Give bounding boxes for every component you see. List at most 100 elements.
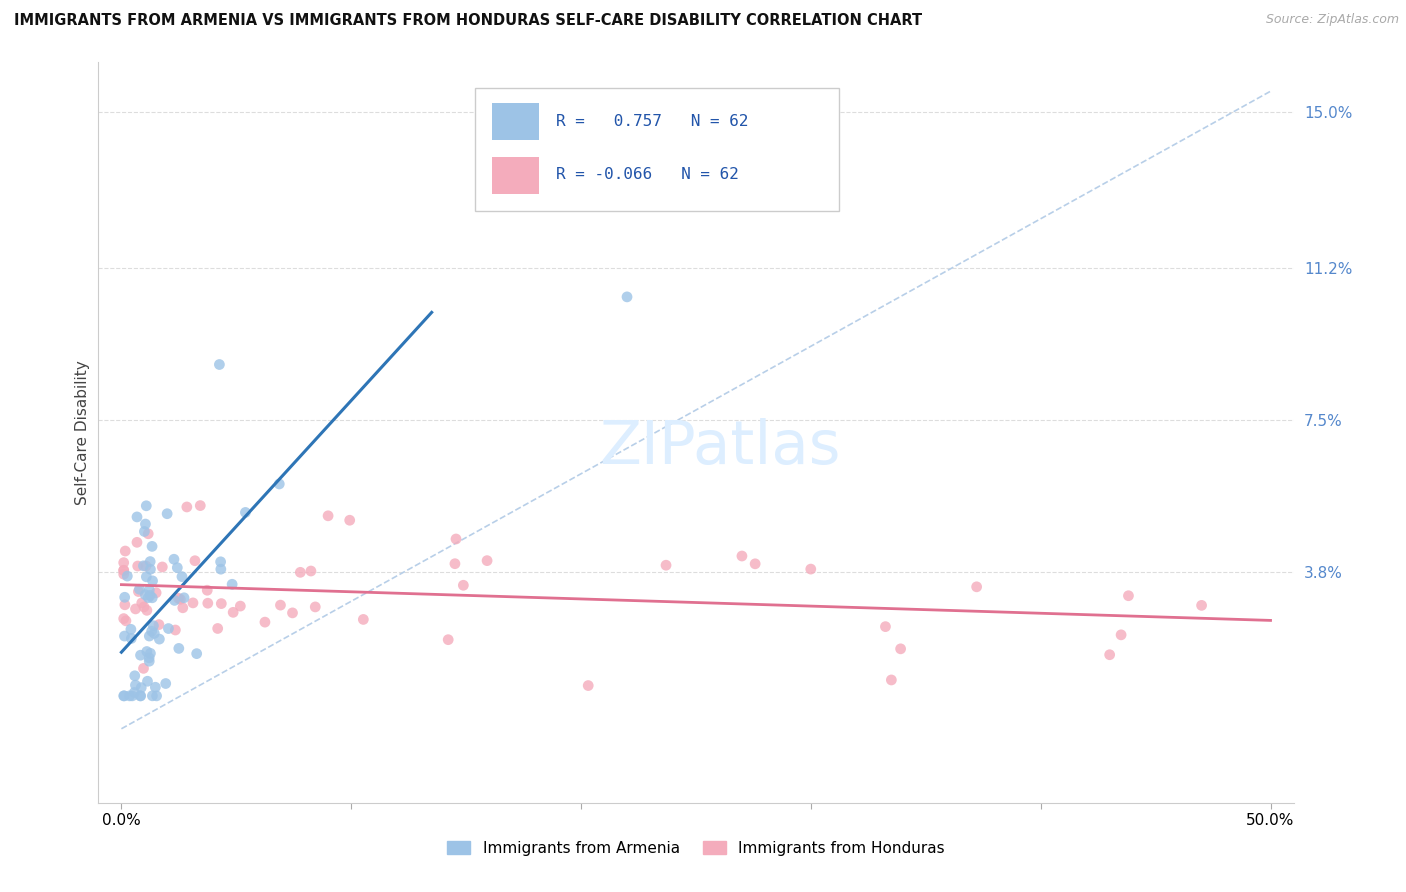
Point [136,674,159,689]
Point [139,589,162,603]
Point [1118,589,1140,603]
Point [184,554,207,568]
Point [112,612,135,626]
Point [135,499,157,513]
Point [129,681,152,695]
Point [131,596,153,610]
Text: R =   0.757   N = 62: R = 0.757 N = 62 [557,114,748,129]
Point [135,570,157,584]
Text: IMMIGRANTS FROM ARMENIA VS IMMIGRANTS FROM HONDURAS SELF-CARE DISABILITY CORRELA: IMMIGRANTS FROM ARMENIA VS IMMIGRANTS FR… [14,13,922,29]
Point [120,623,142,637]
Point [141,574,163,588]
Legend: Immigrants from Armenia, Immigrants from Honduras: Immigrants from Armenia, Immigrants from… [441,835,950,862]
Point [156,507,179,521]
Point [197,596,219,610]
Point [112,556,135,570]
Point [129,689,152,703]
Point [135,559,157,574]
Point [129,648,152,663]
Point [209,555,232,569]
Point [800,562,823,576]
Point [170,569,193,583]
Point [316,508,339,523]
Point [139,562,162,576]
Point [148,617,170,632]
Point [124,685,146,699]
Point [444,532,467,546]
Point [148,632,170,646]
Point [221,577,243,591]
FancyBboxPatch shape [492,157,540,194]
Point [235,505,257,519]
Point [165,623,187,637]
Point [167,591,190,606]
Point [173,591,195,605]
Point [127,559,149,574]
Point [222,605,245,619]
Point [188,499,211,513]
Point [207,622,229,636]
Point [880,673,903,687]
Point [141,624,163,639]
Point [209,562,232,576]
Point [453,578,475,592]
Point [132,599,155,614]
Point [269,477,291,491]
Point [269,598,291,612]
Point [129,689,152,703]
Point [112,563,135,577]
Point [475,554,498,568]
FancyBboxPatch shape [492,103,540,140]
Point [163,552,186,566]
Point [352,612,374,626]
Point [127,584,149,599]
Point [145,689,167,703]
Point [163,593,186,607]
Point [112,689,135,703]
Y-axis label: Self-Care Disability: Self-Care Disability [75,360,90,505]
Point [195,583,218,598]
Point [142,618,165,632]
Point [253,615,276,629]
Point [124,678,146,692]
Point [290,566,312,580]
Point [125,510,148,524]
Point [186,647,208,661]
Point [145,680,167,694]
Point [744,557,766,571]
Point [150,560,173,574]
Point [138,654,160,668]
Point [437,632,460,647]
Point [139,555,162,569]
Point [112,689,135,703]
Point [136,591,159,605]
Point [117,569,139,583]
Point [172,600,194,615]
Point [115,614,138,628]
Point [134,517,156,532]
Point [167,641,190,656]
Point [141,591,163,605]
Point [966,580,988,594]
Point [135,603,157,617]
Point [136,526,159,541]
Point [138,629,160,643]
Point [304,599,326,614]
Point [134,588,156,602]
Point [208,358,231,372]
Point [1109,628,1132,642]
Point [299,564,322,578]
Point [339,513,361,527]
FancyBboxPatch shape [475,88,839,211]
Point [166,560,188,574]
Point [120,632,142,646]
Point [118,689,141,703]
Point [176,500,198,514]
Point [169,592,191,607]
Text: ZIPatlas: ZIPatlas [599,418,841,477]
Point [135,644,157,658]
Point [157,622,180,636]
Point [229,599,252,613]
Point [128,582,150,597]
Point [616,290,638,304]
